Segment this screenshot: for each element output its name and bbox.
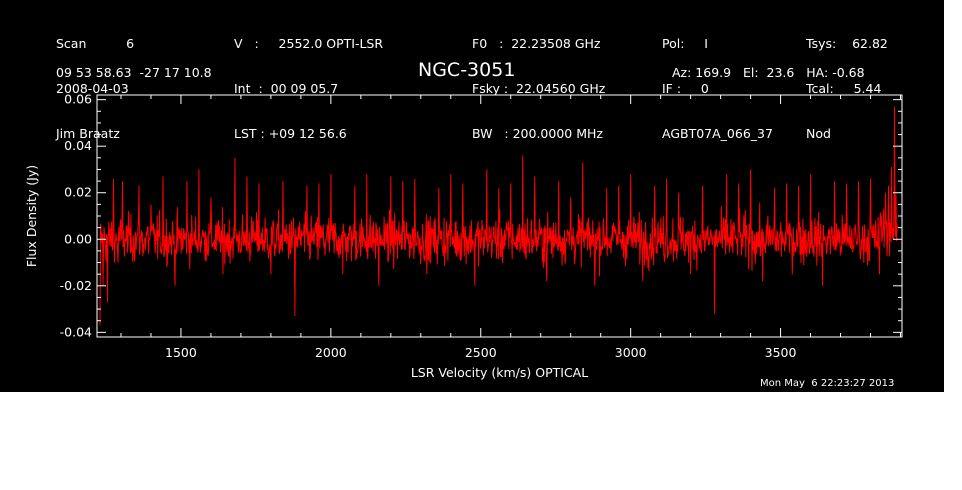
- y-tick-label: 0.04: [64, 138, 92, 153]
- header-col5: Tsys: 62.82 Tcal: 5.44 Nod: [806, 6, 888, 171]
- polarization: Pol: I: [662, 36, 708, 51]
- integration-time: Int : 00 09 05.7: [234, 81, 339, 96]
- x-tick-label: 1500: [165, 345, 197, 360]
- scan-number: Scan 6: [56, 36, 135, 51]
- y-tick-label: 0.00: [64, 231, 92, 246]
- az-el-ha: Az: 169.9 El: 23.6 HA: -0.68: [672, 65, 865, 80]
- obs-mode: Nod: [806, 126, 831, 141]
- spectrum-chart: 1500 2000 2500 3000 3500 -0.04 -0.02 0.00 0.02 0.…: [24, 92, 903, 380]
- source-name: NGC-3051: [418, 59, 516, 81]
- tsys: Tsys: 62.82: [806, 36, 888, 51]
- project-id: AGBT07A_066_37: [662, 126, 773, 141]
- bandwidth: BW : 200.0000 MHz: [472, 126, 603, 141]
- y-axis-label: Flux Density (Jy): [24, 165, 39, 267]
- velocity-info: V : 2552.0 OPTI-LSR: [234, 36, 384, 51]
- y-tick-label: 0.02: [64, 185, 92, 200]
- x-tick-label: 2000: [315, 345, 347, 360]
- header-col2: V : 2552.0 OPTI-LSR Int : 00 09 05.7 LST…: [234, 6, 383, 171]
- obs-date: 2008-04-03: [56, 81, 129, 96]
- sky-frequency: Fsky : 22.04560 GHz: [472, 81, 606, 96]
- y-tick-label: -0.02: [60, 278, 92, 293]
- header-col3: F0 : 22.23508 GHz Fsky : 22.04560 GHz BW…: [472, 6, 605, 171]
- x-tick-label: 3500: [765, 345, 797, 360]
- header-col4: Pol: I IF : 0 AGBT07A_066_37: [662, 6, 773, 171]
- header-col1: Scan 6 2008-04-03 Jim Braatz: [56, 6, 134, 171]
- plot-timestamp: Mon May 6 22:23:27 2013: [760, 378, 895, 389]
- lst-info: LST : +09 12 56.6: [234, 126, 347, 141]
- x-tick-label: 3000: [615, 345, 647, 360]
- plot-panel: Scan 6 2008-04-03 Jim Braatz V : 2552.0 …: [0, 0, 944, 392]
- spectrum-trace: [99, 106, 898, 326]
- source-coordinates: 09 53 58.63 -27 17 10.8: [56, 65, 212, 80]
- x-tick-label: 2500: [465, 345, 497, 360]
- x-axis-label: LSR Velocity (km/s) OPTICAL: [411, 365, 588, 380]
- observer-name: Jim Braatz: [56, 126, 120, 141]
- if-number: IF : 0: [662, 81, 709, 96]
- rest-frequency: F0 : 22.23508 GHz: [472, 36, 601, 51]
- y-tick-label: 0.06: [64, 92, 92, 107]
- tcal: Tcal: 5.44: [806, 81, 882, 96]
- y-tick-label: -0.04: [60, 324, 92, 339]
